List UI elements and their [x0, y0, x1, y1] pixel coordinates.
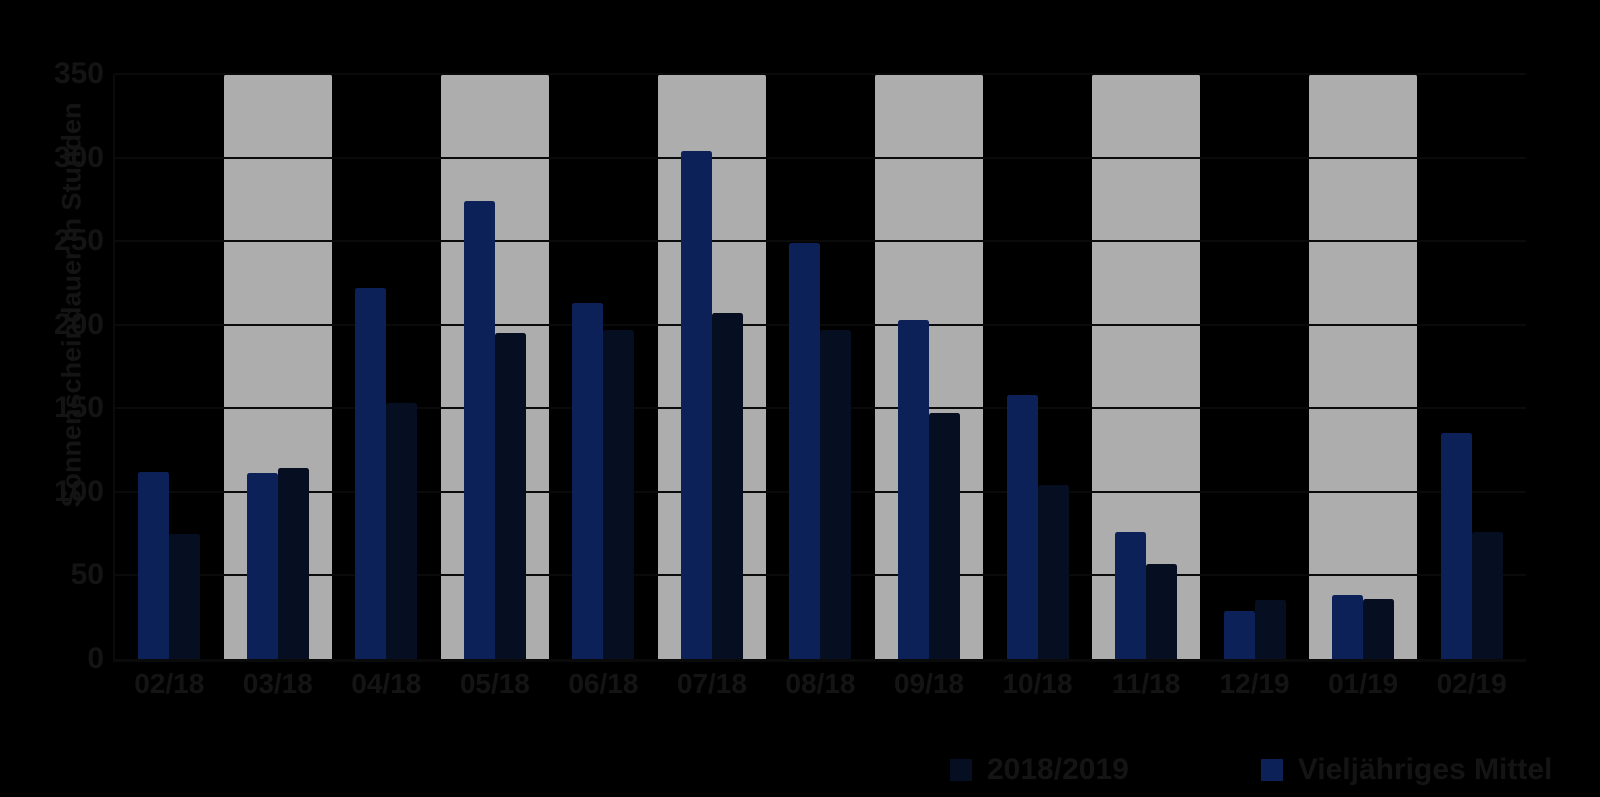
bar-2018-2019	[820, 330, 852, 659]
bar-2018-2019	[1037, 485, 1069, 659]
plot-area	[115, 73, 1526, 662]
y-tick-label: 100	[53, 474, 104, 508]
x-tick-label: 01/19	[1328, 668, 1399, 699]
bar-vielj-hriges-mittel	[246, 473, 278, 659]
bar-vielj-hriges-mittel	[1223, 611, 1255, 659]
category-group-09-18	[874, 74, 984, 659]
category-group-12-19	[1200, 74, 1309, 659]
gridline	[115, 73, 1526, 75]
bar-2018-2019	[1363, 599, 1395, 659]
y-tick-label: 0	[87, 642, 104, 675]
x-tick-label: 09/18	[893, 668, 965, 699]
x-tick-label: 02/19	[1436, 668, 1507, 699]
x-tick-label: 11/18	[1111, 668, 1181, 699]
bar-pair	[224, 74, 333, 659]
bar-pair	[441, 74, 550, 659]
bar-2018-2019	[277, 468, 309, 659]
bar-pair	[983, 74, 1092, 659]
bar-2018-2019	[1471, 532, 1503, 659]
x-tick-label: 06/18	[568, 668, 639, 699]
bar-2018-2019	[711, 313, 743, 659]
background-band	[1091, 74, 1201, 659]
bar-2018-2019	[494, 333, 526, 659]
x-tick-label: 05/18	[459, 668, 530, 699]
legend: 2018/2019 Vieljähriges Mittel	[950, 753, 1552, 787]
bar-2018-2019	[1146, 564, 1178, 659]
bar-pair	[1092, 74, 1201, 659]
x-axis-tick-labels: 02/18 03/18 04/18 05/18 06/18 07/18 08/18 09/18…	[115, 664, 1526, 704]
bar-vielj-hriges-mittel	[1006, 395, 1038, 659]
legend-item: 2018/2019	[950, 753, 1129, 787]
bar-pair	[658, 74, 767, 659]
y-tick-label: 300	[53, 140, 104, 174]
legend-label: 2018/2019	[987, 753, 1129, 786]
y-tick-label: 250	[53, 224, 104, 258]
x-tick-label: 03/18	[242, 668, 313, 699]
category-group-08-18	[766, 74, 875, 659]
legend-item: Vieljähriges Mittel	[1260, 753, 1553, 787]
bar-2018-2019	[603, 330, 635, 659]
gridline	[115, 323, 1526, 326]
background-band	[1308, 74, 1418, 659]
gridline	[115, 240, 1526, 243]
bar-pair	[875, 74, 984, 659]
bar-pair	[1417, 74, 1526, 659]
bar-2018-2019	[169, 534, 201, 659]
category-group-05-18	[440, 74, 550, 659]
category-group-01-19	[1308, 74, 1418, 659]
category-group-02-19	[1417, 74, 1526, 659]
x-tick-label: 08/18	[785, 668, 856, 699]
x-tick-label: 07/18	[676, 668, 747, 699]
category-group-03-18	[223, 74, 333, 659]
category-group-04-18	[332, 74, 441, 659]
category-group-02-18	[115, 74, 224, 659]
x-tick-label: 12/19	[1219, 668, 1290, 699]
x-tick-label: 10/18	[1002, 668, 1073, 699]
bar-vielj-hriges-mittel	[1332, 595, 1364, 659]
x-tick-label: 04/18	[351, 668, 422, 699]
category-group-07-18	[657, 74, 767, 659]
gridline	[115, 156, 1526, 159]
bar-2018-2019	[386, 403, 418, 659]
category-group-11-18	[1091, 74, 1201, 659]
bar-vielj-hriges-mittel	[572, 303, 604, 659]
y-tick-label: 200	[53, 307, 104, 341]
y-tick-label: 50	[70, 558, 104, 592]
bar-pair	[549, 74, 658, 659]
bar-pair	[332, 74, 441, 659]
y-tick-label: 350	[53, 57, 104, 90]
bar-vielj-hriges-mittel	[789, 243, 821, 659]
bar-vielj-hriges-mittel	[138, 472, 170, 659]
category-group-10-18	[983, 74, 1092, 659]
bar-vielj-hriges-mittel	[897, 320, 929, 659]
legend-color-swatch	[950, 759, 972, 781]
bar-pair	[766, 74, 875, 659]
bar-vielj-hriges-mittel	[355, 288, 387, 659]
category-group-06-18	[549, 74, 658, 659]
x-tick-label: 02/18	[134, 668, 205, 699]
bar-vielj-hriges-mittel	[1440, 433, 1472, 659]
legend-color-swatch	[1260, 759, 1283, 781]
bar-2018-2019	[928, 413, 960, 659]
bar-vielj-hriges-mittel	[463, 201, 495, 659]
bar-vielj-hriges-mittel	[680, 151, 712, 659]
bar-pair	[115, 74, 224, 659]
legend-label: Vieljähriges Mittel	[1297, 753, 1553, 786]
bar-vielj-hriges-mittel	[1115, 532, 1147, 659]
bar-pair	[1309, 74, 1418, 659]
y-tick-label: 150	[53, 391, 104, 425]
bar-2018-2019	[1254, 600, 1286, 659]
bar-pair	[1200, 74, 1309, 659]
y-axis-line	[113, 74, 115, 662]
